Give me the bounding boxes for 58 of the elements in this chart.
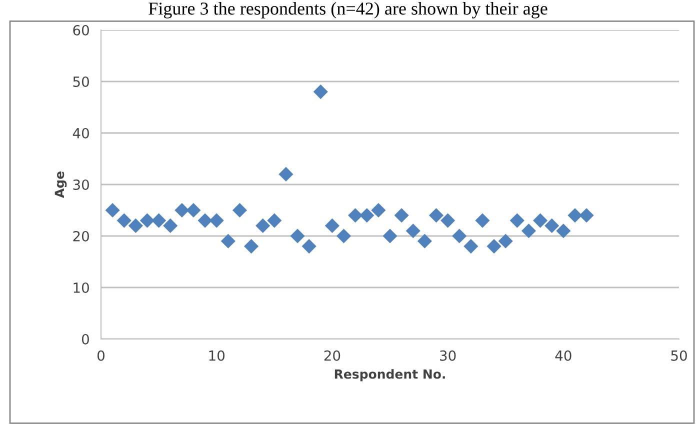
x-tick-label: 20 [324,350,340,361]
y-tick-label: 50 [73,76,89,87]
x-tick-label: 40 [555,350,572,361]
point [244,239,259,254]
point [498,234,513,248]
point [486,239,502,254]
point [464,239,478,254]
caption: Figure 3 the respondents (n=42) are shown by their age [148,2,548,18]
point [209,213,224,228]
point [116,213,132,228]
point [174,202,190,218]
point [302,239,316,254]
point [348,208,363,223]
y-tick-label: 0 [82,334,89,344]
point [406,224,420,238]
x-tick-label: 0 [97,350,104,361]
point [544,218,560,233]
point [232,202,248,218]
point [198,213,212,228]
point [440,213,456,228]
point [521,224,536,238]
point [475,213,490,228]
y-tick-label: 40 [72,128,89,138]
point [313,84,328,100]
x-tick-label: 10 [209,350,225,361]
y-tick-label: 20 [73,230,89,242]
point [290,228,305,244]
point [371,202,386,218]
point [336,228,352,244]
point [556,224,571,238]
x-tick-label: 30 [440,350,456,361]
y-tick-label: 60 [73,24,89,36]
point [360,208,374,223]
point [532,213,548,228]
point [128,218,143,233]
point [417,234,432,248]
x-tick-label: 50 [671,350,687,361]
point [105,202,120,218]
point [579,208,594,223]
point [256,218,270,233]
y-tick-label: 10 [74,282,89,293]
point [278,166,294,182]
x-axis-title: Respondent No. [334,369,445,382]
y-axis-title: Age [54,172,67,198]
point [220,234,236,248]
point [568,208,582,223]
point [452,228,467,244]
point [324,218,340,233]
point [186,202,201,218]
point [428,208,444,223]
point [152,213,166,228]
point [394,208,409,223]
point [163,218,178,233]
point [140,213,155,228]
y-tick-label: 30 [73,179,89,190]
point [382,228,398,244]
point [267,213,282,228]
point [510,213,524,228]
